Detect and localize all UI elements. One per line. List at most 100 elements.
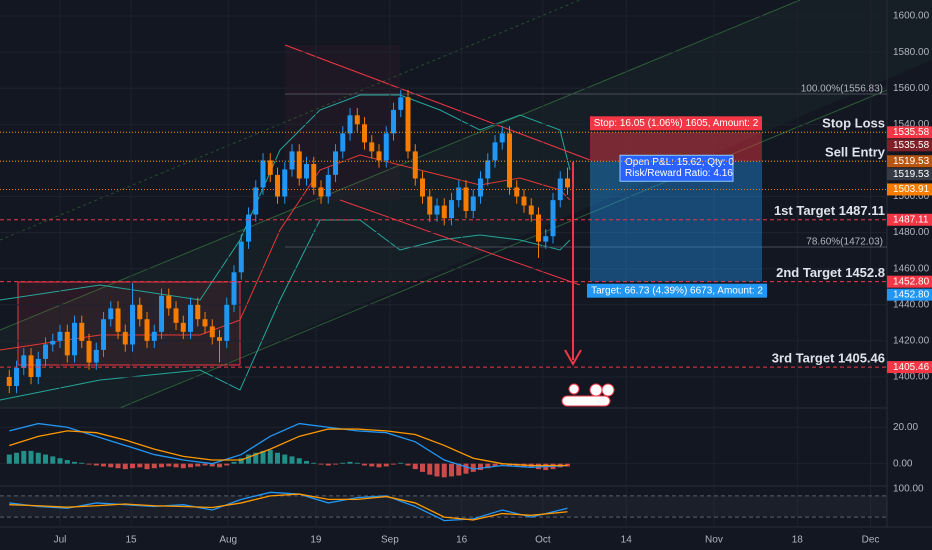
histogram-bar [470,463,476,472]
price-badge-label: 1452.80 [893,289,930,300]
histogram-bar [188,463,194,468]
candle-body [72,322,78,356]
histogram-bar [43,454,49,464]
candle-body [108,308,114,320]
price-badge [887,168,932,181]
candle-body [137,304,143,320]
histogram-bar [267,450,273,464]
band-fill [0,495,887,518]
candle-body [470,196,476,211]
shade-box [285,45,400,200]
price-badge-label: 1519.53 [893,169,930,180]
candle-body [507,133,513,188]
candle-body [14,367,20,386]
fib-label: 78.60%(1472.03) [806,237,883,248]
histogram-bar [325,463,331,466]
x-tick-label: Dec [862,535,880,546]
candle-body [318,187,324,197]
candle-body [231,272,237,305]
candle-body [499,133,505,143]
histogram-bar [79,462,85,464]
histogram-bar [202,463,208,466]
candle-body [289,151,295,170]
histogram-bar [231,461,237,464]
price-badge [887,126,932,139]
candle-body [79,322,85,341]
event-icon[interactable] [568,383,580,395]
candle-body [159,295,165,332]
x-tick-label: 15 [126,535,138,546]
candle-body [224,304,230,341]
histogram-bar [93,463,99,466]
candle-body [354,115,360,125]
moving-average [0,154,571,351]
histogram-bar [86,463,92,465]
histogram-bar [492,463,498,467]
y-tick-label: 1500.00 [893,191,930,202]
histogram-bar [412,463,418,470]
y-tick-label: 1420.00 [893,336,930,347]
x-tick-label: 16 [456,535,468,546]
histogram-bar [50,456,56,464]
y-tick-label: 1480.00 [893,227,930,238]
candle-body [405,97,411,152]
candle-body [101,319,107,350]
candle-body [565,178,571,188]
candle-body [209,326,215,338]
stop-label-bg [590,116,762,131]
x-tick-label: Jul [54,535,67,546]
candle-body [333,151,339,175]
candle-body [115,308,121,332]
bollinger-upper [0,94,571,301]
event-icon[interactable] [601,383,615,397]
candle-body [195,304,201,320]
histogram-bar [122,463,128,470]
candle-body [57,331,63,341]
candle-body [253,187,259,215]
price-badge [887,139,932,152]
y-tick-label: 1400.00 [893,372,930,383]
channel-line [119,89,888,409]
histogram-bar [130,463,136,469]
candle-body [550,200,556,237]
histogram-bar [485,463,491,469]
histogram-bar [28,450,34,464]
event-icon[interactable] [561,395,611,407]
histogram-bar [449,463,455,477]
histogram-bar [369,463,375,467]
histogram-bar [463,463,469,474]
pnl-box [619,154,734,182]
candle-body [180,322,186,332]
price-badge-label: 1535.58 [893,140,930,151]
candle-body [50,340,56,345]
price-badge [887,213,932,226]
histogram-bar [311,462,317,464]
candle-body [485,160,491,179]
histogram-bar [362,463,368,466]
histogram-bar [224,463,230,466]
candle-body [238,241,244,273]
candle-body [543,236,549,242]
candle-body [122,331,128,345]
histogram-bar [108,463,114,468]
price-badge-label: 1535.58 [893,127,930,138]
level-label: 3rd Target 1405.46 [772,351,885,366]
fib-label: 100.00%(1556.83) [801,84,883,95]
y-tick-label: 0.00 [893,458,913,469]
candle-body [383,133,389,161]
candle-body [267,160,273,175]
candle-body [536,214,542,242]
candle-body [362,124,368,143]
histogram-bar [14,452,20,464]
histogram-bar [209,463,215,467]
indicator-line [9,493,568,521]
histogram-bar [260,450,266,464]
histogram-bar [115,463,121,469]
candle-body [441,205,447,219]
candle-body [456,187,462,201]
event-icon[interactable] [589,383,603,397]
x-tick-label: Sep [381,535,399,546]
candle-body [260,160,266,188]
histogram-bar [21,450,27,464]
